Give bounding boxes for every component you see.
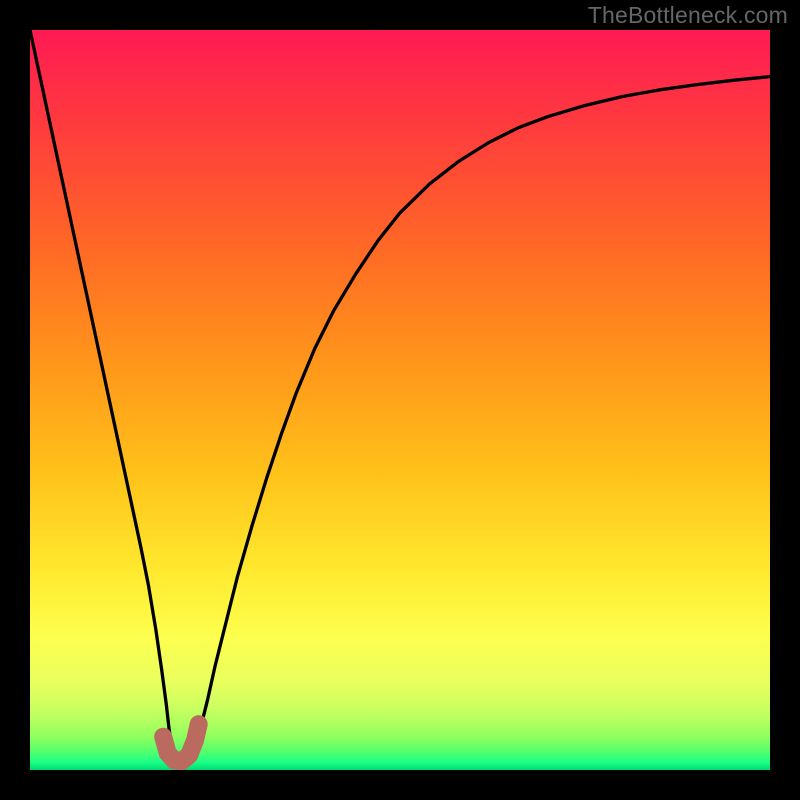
watermark-text: TheBottleneck.com (588, 2, 788, 29)
plot-area (30, 30, 770, 770)
chart-svg (0, 0, 800, 800)
chart-frame: TheBottleneck.com (0, 0, 800, 800)
